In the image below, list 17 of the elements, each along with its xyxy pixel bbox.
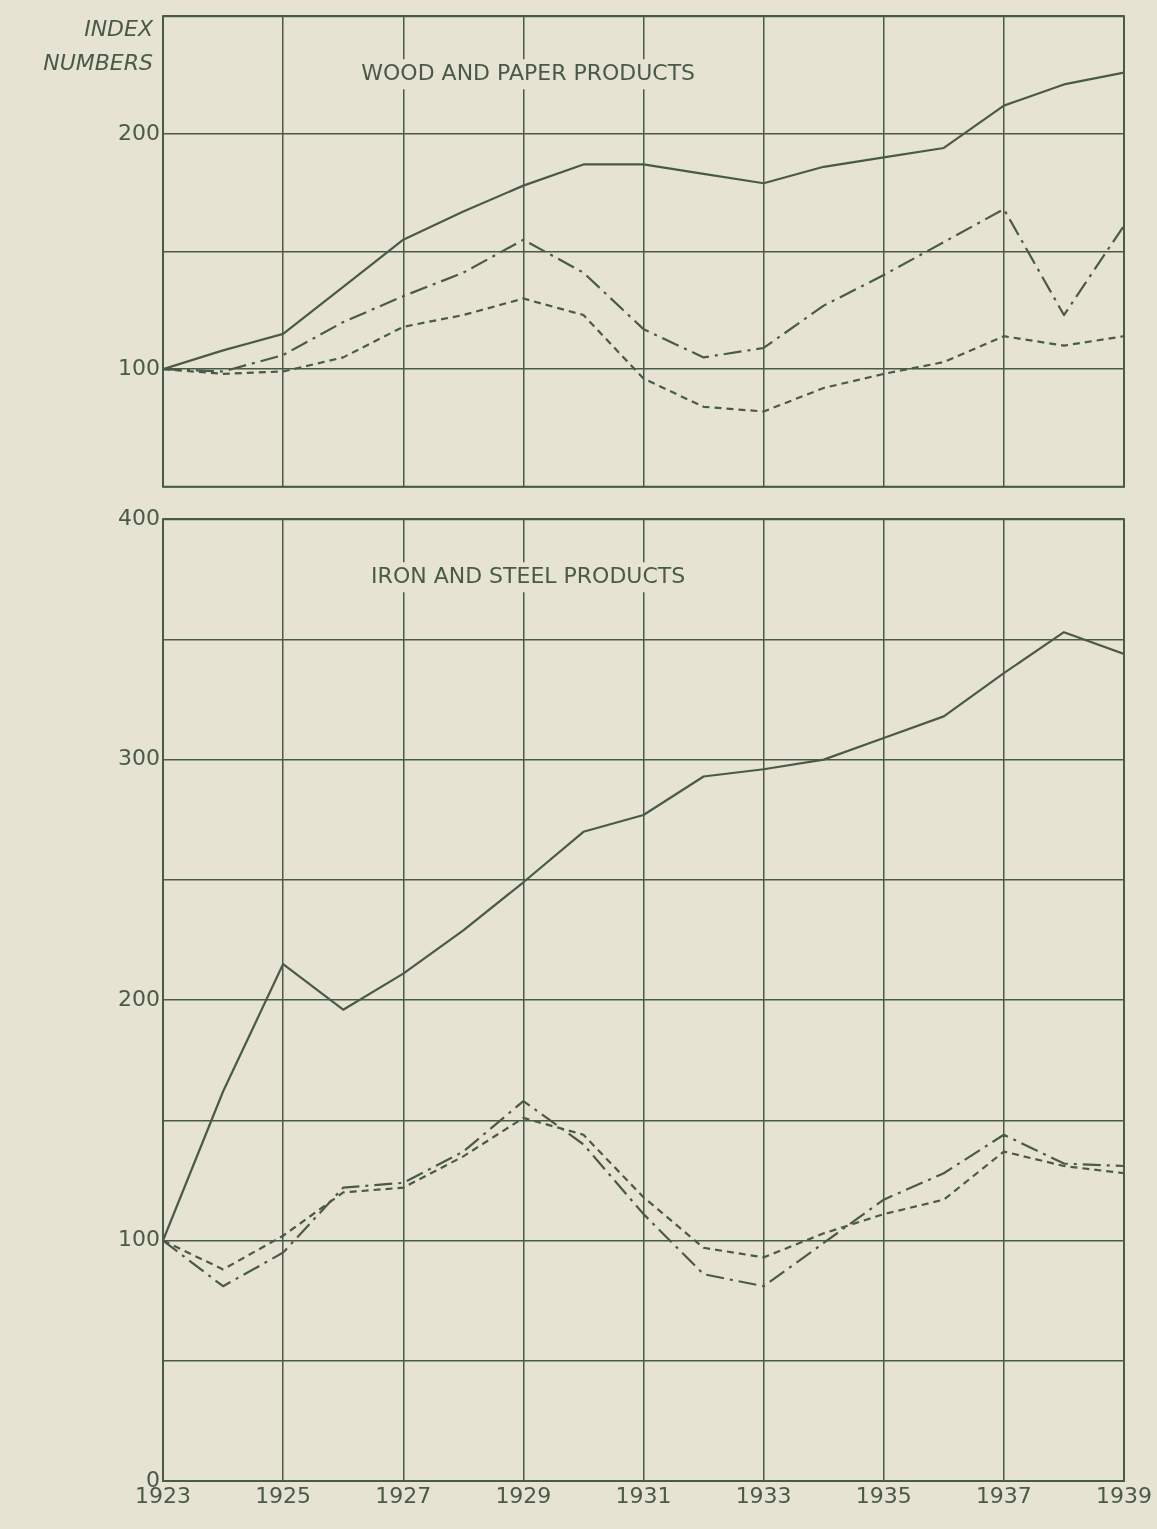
y-axis-title: INDEX NUMBERS xyxy=(43,15,154,75)
y-tick-label: 100 xyxy=(118,1226,160,1252)
x-tick-label: 1939 xyxy=(1096,1482,1152,1508)
y-tick-label: 300 xyxy=(118,745,160,771)
y-tick-label: 100 xyxy=(118,354,160,380)
text: IRON AND STEEL PRODUCTS xyxy=(371,562,686,588)
y-tick-label: 200 xyxy=(118,119,160,145)
x-tick-label: 1929 xyxy=(495,1482,552,1508)
text: WOOD AND PAPER PRODUCTS xyxy=(361,59,696,85)
y-tick-label: 400 xyxy=(118,504,160,530)
x-tick-label: 1933 xyxy=(735,1482,792,1508)
x-tick-label: 1927 xyxy=(375,1482,432,1508)
x-tick-label: 1931 xyxy=(615,1482,672,1508)
y-tick-label: 200 xyxy=(118,985,160,1011)
x-tick-label: 1937 xyxy=(975,1482,1032,1508)
x-tick-label: 1935 xyxy=(855,1482,912,1508)
x-tick-label: 1925 xyxy=(255,1482,312,1508)
